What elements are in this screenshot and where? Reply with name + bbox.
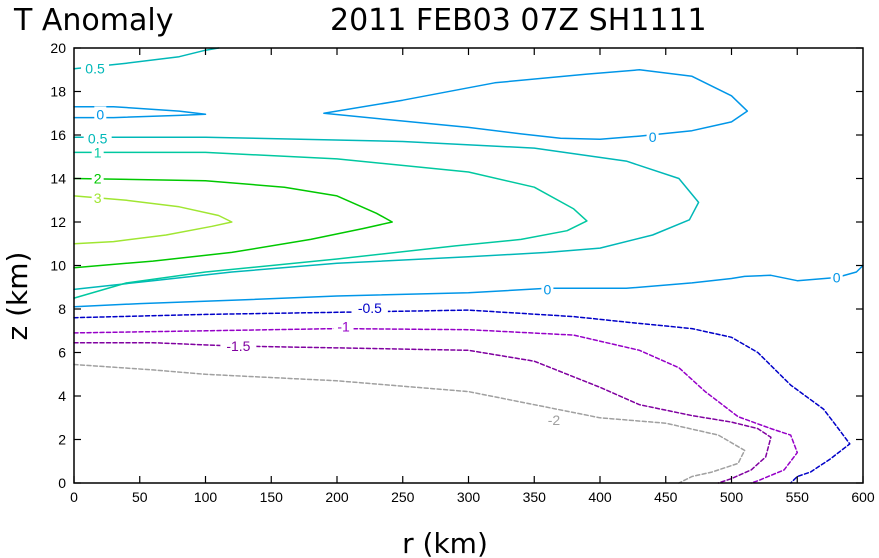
contour-line-10 [73, 341, 772, 484]
contour-lines [73, 47, 864, 484]
x-tick-label-10: 500 [720, 489, 744, 505]
contour-label-bg-4 [91, 144, 104, 161]
x-tick-label-4: 200 [325, 489, 349, 505]
contour-line-11 [73, 363, 746, 484]
y-tick-label-6: 12 [50, 214, 66, 230]
contour-line-9 [73, 327, 799, 484]
x-tick-label-6: 300 [457, 489, 481, 505]
contour-label-1: 0 [96, 106, 104, 122]
contour-line-2 [323, 69, 749, 141]
x-tick-label-11: 550 [786, 489, 810, 505]
y-axis-label: z (km) [1, 252, 34, 341]
contour-label-bg-7 [541, 281, 554, 298]
x-axis-label: r (km) [402, 527, 488, 558]
contour-label-0: 0.5 [85, 61, 105, 77]
x-tick-label-1: 50 [132, 489, 148, 505]
contour-line-6 [73, 177, 393, 269]
contour-line-8 [73, 309, 851, 484]
x-tick-label-7: 350 [523, 489, 547, 505]
x-tick-label-8: 400 [588, 489, 612, 505]
y-tick-label-4: 8 [58, 301, 66, 317]
y-tick-label-1: 2 [58, 432, 66, 448]
contour-label-bg-10 [333, 318, 354, 335]
contour-label-3: 0.5 [88, 130, 108, 146]
contour-label-7: 0 [544, 281, 552, 297]
y-tick-label-2: 4 [58, 388, 66, 404]
contour-label-bg-12 [543, 411, 564, 428]
x-tick-label-5: 250 [391, 489, 415, 505]
y-tick-label-9: 18 [50, 84, 66, 100]
contour-label-5: 2 [94, 171, 102, 187]
chart-subtitle: 2011 FEB03 07Z SH1111 [330, 3, 707, 38]
contour-label-bg-0 [81, 60, 110, 77]
chart-title: T Anomaly [13, 3, 173, 38]
contour-label-8: 0 [833, 269, 841, 285]
y-tick-label-5: 10 [50, 258, 66, 274]
contour-label-bg-9 [351, 299, 388, 316]
x-tick-label-2: 100 [194, 489, 218, 505]
x-tick-label-9: 450 [654, 489, 678, 505]
contour-line-4 [73, 136, 700, 291]
contour-label-bg-11 [220, 337, 257, 354]
contour-line-0 [73, 47, 220, 70]
contour-label-bg-1 [94, 106, 107, 123]
y-tick-label-7: 14 [50, 171, 66, 187]
y-tick-label-0: 0 [58, 475, 66, 491]
contour-label-bg-6 [91, 190, 104, 207]
contour-label-4: 1 [94, 144, 102, 160]
x-tick-label-12: 600 [851, 489, 875, 505]
y-tick-label-8: 16 [50, 127, 66, 143]
contour-label-bg-5 [91, 170, 104, 187]
y-tick-label-10: 20 [50, 40, 66, 56]
contour-line-1 [73, 105, 207, 119]
x-tick-label-0: 0 [70, 489, 78, 505]
x-axis-ticks: 0 50 100 150 200 250 300 350 400 450 500 550 600 [70, 48, 875, 505]
contour-line-7 [73, 195, 233, 245]
contour-line-3 [73, 264, 864, 308]
contour-label-2: 0 [649, 129, 657, 145]
contour-label-12: -2 [548, 412, 561, 428]
x-tick-label-3: 150 [260, 489, 284, 505]
contour-label-6: 3 [94, 190, 102, 206]
contour-label-bg-2 [646, 129, 659, 146]
contour-line-5 [73, 151, 588, 299]
contour-label-bg-8 [830, 269, 843, 286]
contour-label-bg-3 [83, 130, 112, 147]
contour-label-11: -1.5 [226, 338, 250, 354]
contour-label-9: -0.5 [358, 300, 382, 316]
contour-label-10: -1 [337, 318, 350, 334]
y-tick-label-3: 6 [58, 345, 66, 361]
